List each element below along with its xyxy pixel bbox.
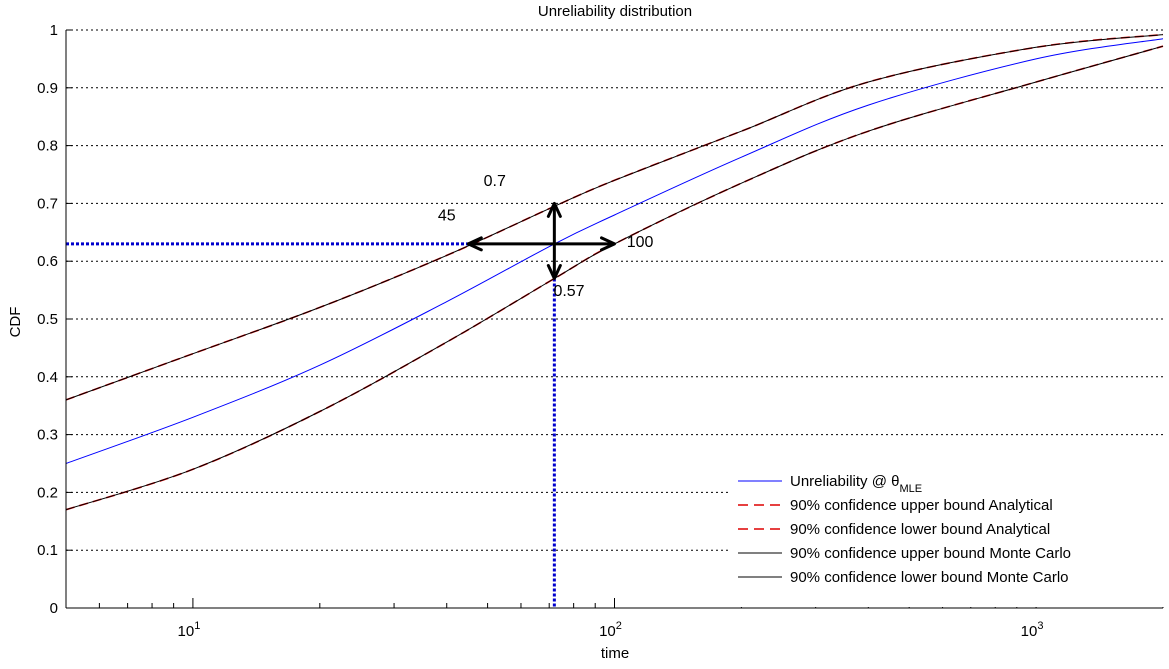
x-tick-exponent: 1 [194, 620, 200, 632]
y-tick-label: 0.7 [37, 195, 58, 212]
arrow-down-head [546, 264, 562, 281]
legend-label: Unreliability @ θ [790, 473, 899, 490]
x-axis-label: time [601, 645, 629, 662]
x-tick-base: 10 [1021, 623, 1038, 640]
x-tick-exponent: 3 [1037, 620, 1043, 632]
x-tick-base: 10 [178, 623, 195, 640]
y-tick-label: 1 [50, 22, 58, 39]
legend-label: 90% confidence upper bound Monte Carlo [790, 545, 1071, 562]
annotation-labels: 0.7 45 100 0.57 [438, 173, 654, 300]
y-tick-label: 0.2 [37, 484, 58, 501]
x-tick-label: 101 [178, 620, 201, 640]
y-tick-label: 0.9 [37, 80, 58, 97]
y-tick-label: 0.1 [37, 542, 58, 559]
series-line-lower-monte-carlo [65, 45, 1164, 511]
series-line-mle [65, 38, 1164, 464]
legend-label: 90% confidence lower bound Analytical [790, 521, 1050, 538]
legend-entry: 90% confidence lower bound Monte Carlo [790, 569, 1069, 586]
arrow-right-head [600, 236, 616, 252]
axes [65, 29, 1164, 609]
y-tick-label: 0.4 [37, 369, 58, 386]
y-tick-label: 0.6 [37, 253, 58, 270]
legend-label: 90% confidence upper bound Analytical [790, 497, 1053, 514]
x-tick-label: 103 [1021, 620, 1044, 640]
annotation-label: 0.7 [484, 173, 506, 190]
legend-subscript: MLE [899, 483, 922, 495]
chart-title: Unreliability distribution [538, 3, 692, 20]
x-tick-label: 102 [599, 620, 622, 640]
arrow-left-head [466, 236, 483, 252]
legend-entry: 90% confidence upper bound Analytical [790, 497, 1053, 514]
legend-label: 90% confidence lower bound Monte Carlo [790, 569, 1069, 586]
y-tick-label: 0.8 [37, 138, 58, 155]
annotation-label: 0.57 [553, 283, 584, 300]
reference-lines [66, 242, 556, 608]
series-lines [65, 33, 1164, 511]
legend-entry: 90% confidence upper bound Monte Carlo [790, 545, 1071, 562]
legend-entry: 90% confidence lower bound Analytical [790, 521, 1050, 538]
y-tick-label: 0.5 [37, 311, 58, 328]
legend: Unreliability @ θMLE 90% confidence upper… [730, 462, 1165, 607]
legend-entry: Unreliability @ θMLE [790, 473, 922, 495]
annotation-label: 45 [438, 208, 456, 225]
annotation-label: 100 [627, 234, 654, 251]
y-tick-label: 0.3 [37, 427, 58, 444]
x-tick-base: 10 [599, 623, 616, 640]
x-tick-exponent: 2 [616, 620, 622, 632]
series-line-upper-monte-carlo [65, 34, 1164, 401]
annotation-arrows [466, 201, 616, 281]
arrow-up-head [546, 201, 562, 218]
y-tick-label: 0 [50, 600, 58, 617]
legend-box [730, 462, 1165, 607]
y-axis-label: CDF [7, 307, 24, 338]
